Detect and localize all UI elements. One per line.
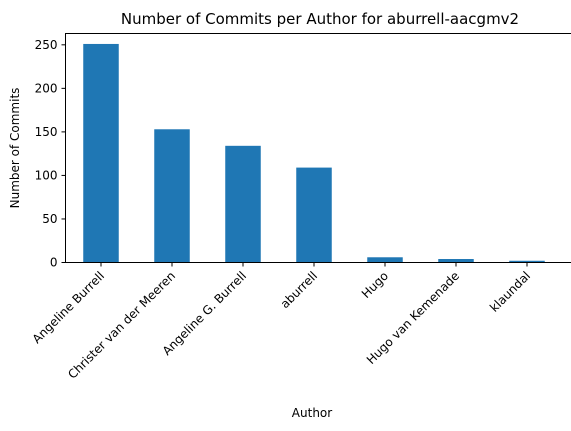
x-tick-label-6: klaundal bbox=[487, 269, 533, 315]
x-axis-label: Author bbox=[292, 406, 332, 420]
y-tick-label-4: 200 bbox=[35, 81, 58, 95]
bar-5 bbox=[438, 259, 474, 263]
x-tick-label-0: Angeline Burrell bbox=[30, 269, 107, 346]
chart-title: Number of Commits per Author for aburrel… bbox=[121, 10, 519, 28]
y-tick-label-3: 150 bbox=[35, 125, 58, 139]
y-tick-label-1: 50 bbox=[42, 212, 57, 226]
x-tick-label-3: aburrell bbox=[278, 269, 320, 311]
bar-4 bbox=[367, 257, 403, 263]
y-axis: 0 50 100 150 200 250 bbox=[35, 38, 66, 270]
y-tick-label-0: 0 bbox=[50, 256, 58, 270]
y-axis-label: Number of Commits bbox=[8, 88, 22, 209]
bar-2 bbox=[225, 145, 261, 263]
y-tick-label-5: 250 bbox=[35, 38, 58, 52]
y-tick-label-2: 100 bbox=[35, 168, 58, 182]
bar-3 bbox=[296, 167, 332, 263]
plot-frame bbox=[65, 33, 571, 263]
x-tick-label-4: Hugo bbox=[359, 269, 391, 301]
bar-0 bbox=[83, 43, 119, 263]
bar-6 bbox=[509, 260, 545, 263]
bars-group bbox=[83, 43, 545, 263]
bar-1 bbox=[154, 129, 190, 263]
